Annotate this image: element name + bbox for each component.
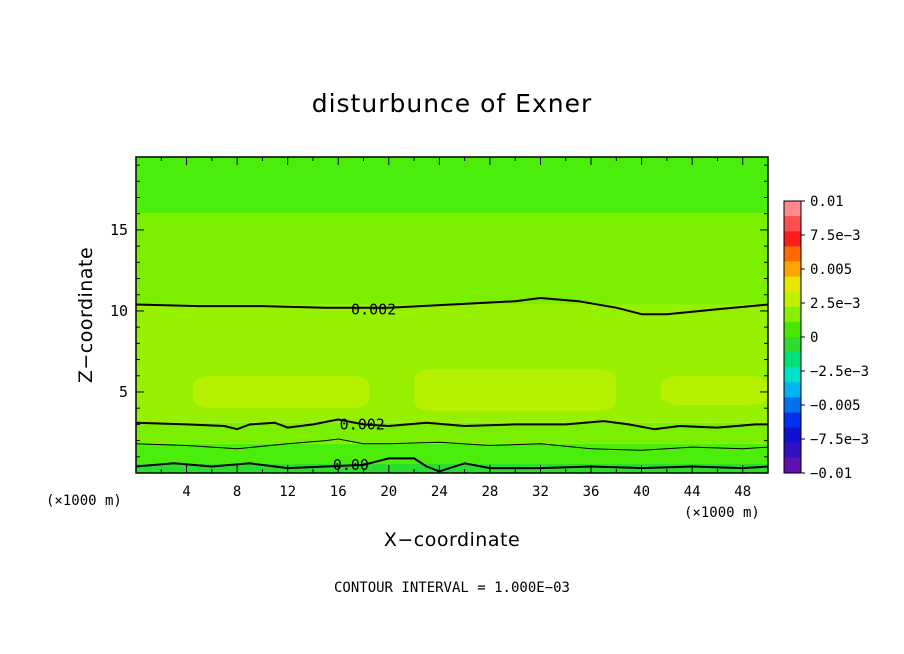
- colorbar-segment: [784, 457, 801, 474]
- x-tick-label: 8: [233, 484, 241, 500]
- colorbar-tick-label: −0.01: [810, 466, 852, 482]
- colorbar-segment: [784, 261, 801, 278]
- colorbar-segment: [784, 276, 801, 293]
- colorbar-tick-label: 0.005: [810, 262, 852, 278]
- colorbar-segment: [784, 427, 801, 444]
- contour-patch-1: [414, 369, 617, 412]
- colorbar: 0.01 7.5e−3 0.005 2.5e−3 0 −2.5e−3 −0.005 −7.5e…: [783, 194, 869, 482]
- colorbar-tick-label: 0.01: [810, 194, 844, 210]
- colorbar-segment: [784, 321, 801, 338]
- x-tick-label: 36: [583, 484, 600, 500]
- contour-line-0: [136, 297, 768, 316]
- colorbar-segment: [784, 442, 801, 459]
- colorbar-segment: [784, 337, 801, 353]
- contour-label-0: 0.002: [351, 300, 396, 318]
- contour-patch-0: [192, 375, 370, 409]
- contour-patch-2: [660, 375, 768, 405]
- contour-band-0: [136, 157, 768, 214]
- colorbar-tick-label: 7.5e−3: [810, 228, 861, 244]
- plot-frame: [135, 156, 769, 474]
- x-axis: 4 8 12 16 20 24 28 32 36 40 44 48: [160, 157, 769, 500]
- contour-label-2: 0.00: [333, 456, 369, 474]
- colorbar-tick-label: −7.5e−3: [810, 432, 869, 448]
- y-tick-label: 5: [119, 383, 128, 401]
- x-tick-label: 48: [734, 484, 751, 500]
- contour-line-1: [136, 418, 768, 431]
- colorbar-segment: [784, 306, 801, 323]
- colorbar-tick-label: −2.5e−3: [810, 364, 869, 380]
- x-unit-left: (×1000 m): [46, 493, 122, 509]
- colorbar-tick-label: 0: [810, 330, 818, 346]
- contour-label-1: 0.002: [340, 415, 385, 433]
- contour-band-1: [136, 213, 768, 305]
- x-tick-label: 40: [633, 484, 650, 500]
- contour-labels: 0.002 0.002 0.00: [333, 300, 396, 474]
- x-tick-label: 28: [481, 484, 498, 500]
- contour-band-3: [136, 422, 768, 444]
- contour-band-4: [136, 443, 768, 464]
- x-tick-label: 20: [380, 484, 397, 500]
- y-tick-label: 10: [110, 302, 128, 320]
- colorbar-segment: [784, 352, 801, 368]
- y-tick-label: 15: [110, 221, 128, 239]
- contour-interval-note: CONTOUR INTERVAL = 1.000E−03: [334, 580, 570, 596]
- colorbar-segment: [784, 231, 801, 247]
- x-tick-label: 4: [182, 484, 190, 500]
- x-tick-label: 32: [532, 484, 549, 500]
- x-tick-label: 44: [684, 484, 701, 500]
- colorbar-segment: [784, 291, 801, 308]
- colorbar-segment: [784, 412, 801, 429]
- x-tick-label: 16: [330, 484, 347, 500]
- chart-title: disturbunce of Exner: [312, 89, 593, 118]
- y-axis: 5 10 15: [110, 164, 768, 458]
- x-tick-label: 24: [431, 484, 448, 500]
- x-axis-label: X−coordinate: [384, 529, 520, 551]
- colorbar-segment: [784, 201, 801, 217]
- colorbar-segment: [784, 382, 801, 398]
- colorbar-tick-label: 2.5e−3: [810, 296, 861, 312]
- colorbar-segment: [784, 367, 801, 383]
- contour-line-2: [136, 438, 768, 451]
- y-axis-label: Z−coordinate: [75, 247, 97, 383]
- colorbar-segment: [784, 216, 801, 232]
- colorbar-segment: [784, 397, 801, 414]
- colorbar-tick-label: −0.005: [810, 398, 861, 414]
- x-unit-right: (×1000 m): [684, 505, 760, 521]
- x-tick-label: 12: [279, 484, 296, 500]
- colorbar-segment: [784, 246, 801, 262]
